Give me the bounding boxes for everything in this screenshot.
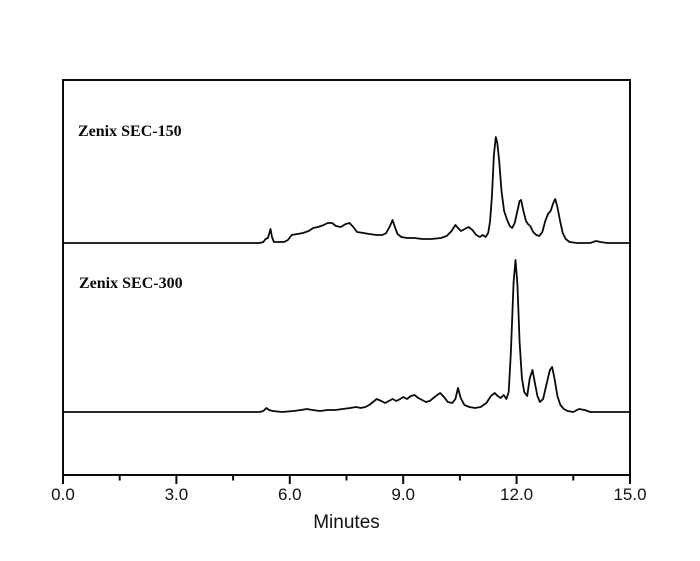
x-axis-title: Minutes <box>313 512 380 533</box>
x-tick-label-6: 6.0 <box>277 485 302 504</box>
x-tick-label-12: 12.0 <box>500 485 534 504</box>
trace-label-zenix-sec-300: Zenix SEC-300 <box>79 275 183 292</box>
trace-line-zenix-sec-150 <box>62 136 631 244</box>
x-tick-label-3: 3.0 <box>164 485 189 504</box>
x-tick-label-0: 0.0 <box>51 485 75 504</box>
trace-label-zenix-sec-150: Zenix SEC-150 <box>78 123 182 140</box>
x-tick-label-9: 9.0 <box>391 485 416 504</box>
trace-line-zenix-sec-300 <box>62 259 631 413</box>
x-tick-label-15: 15.0 <box>613 485 647 504</box>
